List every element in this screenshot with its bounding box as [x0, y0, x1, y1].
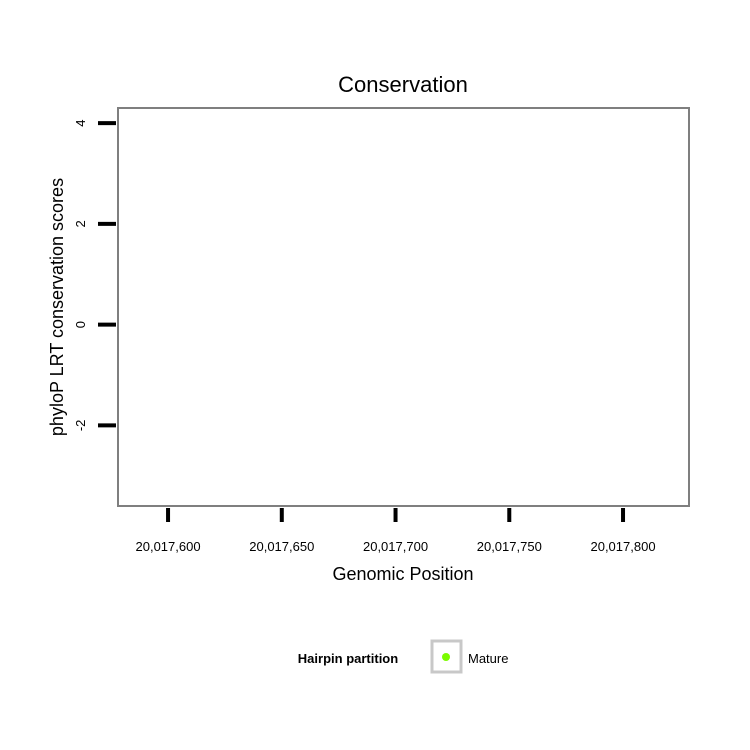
chart-title: Conservation [338, 72, 468, 97]
plot-panel [117, 107, 690, 507]
x-axis-title: Genomic Position [332, 564, 473, 584]
y-tick-label: -2 [73, 420, 88, 432]
y-tick-label: 4 [73, 119, 88, 126]
x-axis: 20,017,600 20,017,650 20,017,700 20,017,750… [136, 508, 656, 554]
x-tick-label: 20,017,650 [249, 539, 314, 554]
x-tick-label: 20,017,700 [363, 539, 428, 554]
plot-border [117, 107, 690, 507]
legend-title: Hairpin partition [298, 651, 398, 666]
x-tick-label: 20,017,750 [477, 539, 542, 554]
legend-label-mature: Mature [468, 651, 508, 666]
x-tick-label: 20,017,800 [590, 539, 655, 554]
legend: Hairpin partition Mature [298, 639, 508, 674]
y-axis-title: phyloP LRT conservation scores [47, 178, 67, 436]
legend-key-mature-icon [442, 653, 450, 661]
x-tick-label: 20,017,600 [136, 539, 201, 554]
y-tick-label: 2 [73, 220, 88, 227]
y-tick-label: 0 [73, 321, 88, 328]
y-axis: -2 0 2 4 [73, 119, 116, 431]
